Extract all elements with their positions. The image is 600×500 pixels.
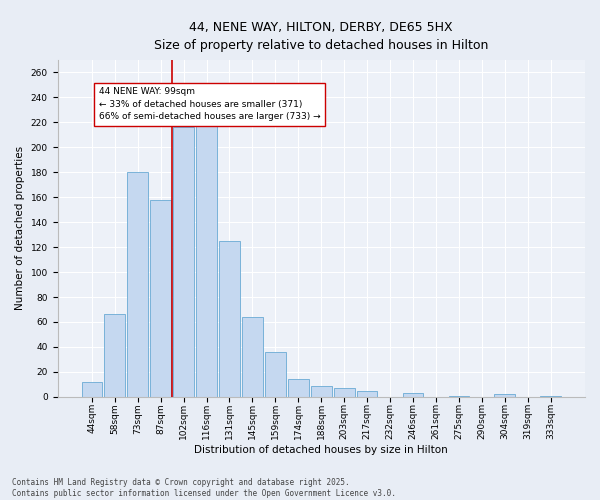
Bar bbox=[242, 317, 263, 397]
Bar bbox=[494, 394, 515, 397]
Bar bbox=[288, 380, 308, 397]
Bar bbox=[265, 352, 286, 397]
Bar bbox=[219, 241, 240, 397]
Bar bbox=[541, 396, 561, 397]
Text: Contains HM Land Registry data © Crown copyright and database right 2025.
Contai: Contains HM Land Registry data © Crown c… bbox=[12, 478, 396, 498]
Title: 44, NENE WAY, HILTON, DERBY, DE65 5HX
Size of property relative to detached hous: 44, NENE WAY, HILTON, DERBY, DE65 5HX Si… bbox=[154, 21, 488, 52]
Bar bbox=[151, 200, 171, 397]
Bar bbox=[334, 388, 355, 397]
Bar bbox=[127, 172, 148, 397]
Bar bbox=[449, 396, 469, 397]
Bar bbox=[357, 390, 377, 397]
Bar bbox=[104, 314, 125, 397]
Bar bbox=[173, 128, 194, 397]
X-axis label: Distribution of detached houses by size in Hilton: Distribution of detached houses by size … bbox=[194, 445, 448, 455]
Bar bbox=[196, 125, 217, 397]
Y-axis label: Number of detached properties: Number of detached properties bbox=[15, 146, 25, 310]
Bar bbox=[311, 386, 332, 397]
Bar bbox=[82, 382, 102, 397]
Text: 44 NENE WAY: 99sqm
← 33% of detached houses are smaller (371)
66% of semi-detach: 44 NENE WAY: 99sqm ← 33% of detached hou… bbox=[99, 88, 320, 122]
Bar bbox=[403, 393, 424, 397]
